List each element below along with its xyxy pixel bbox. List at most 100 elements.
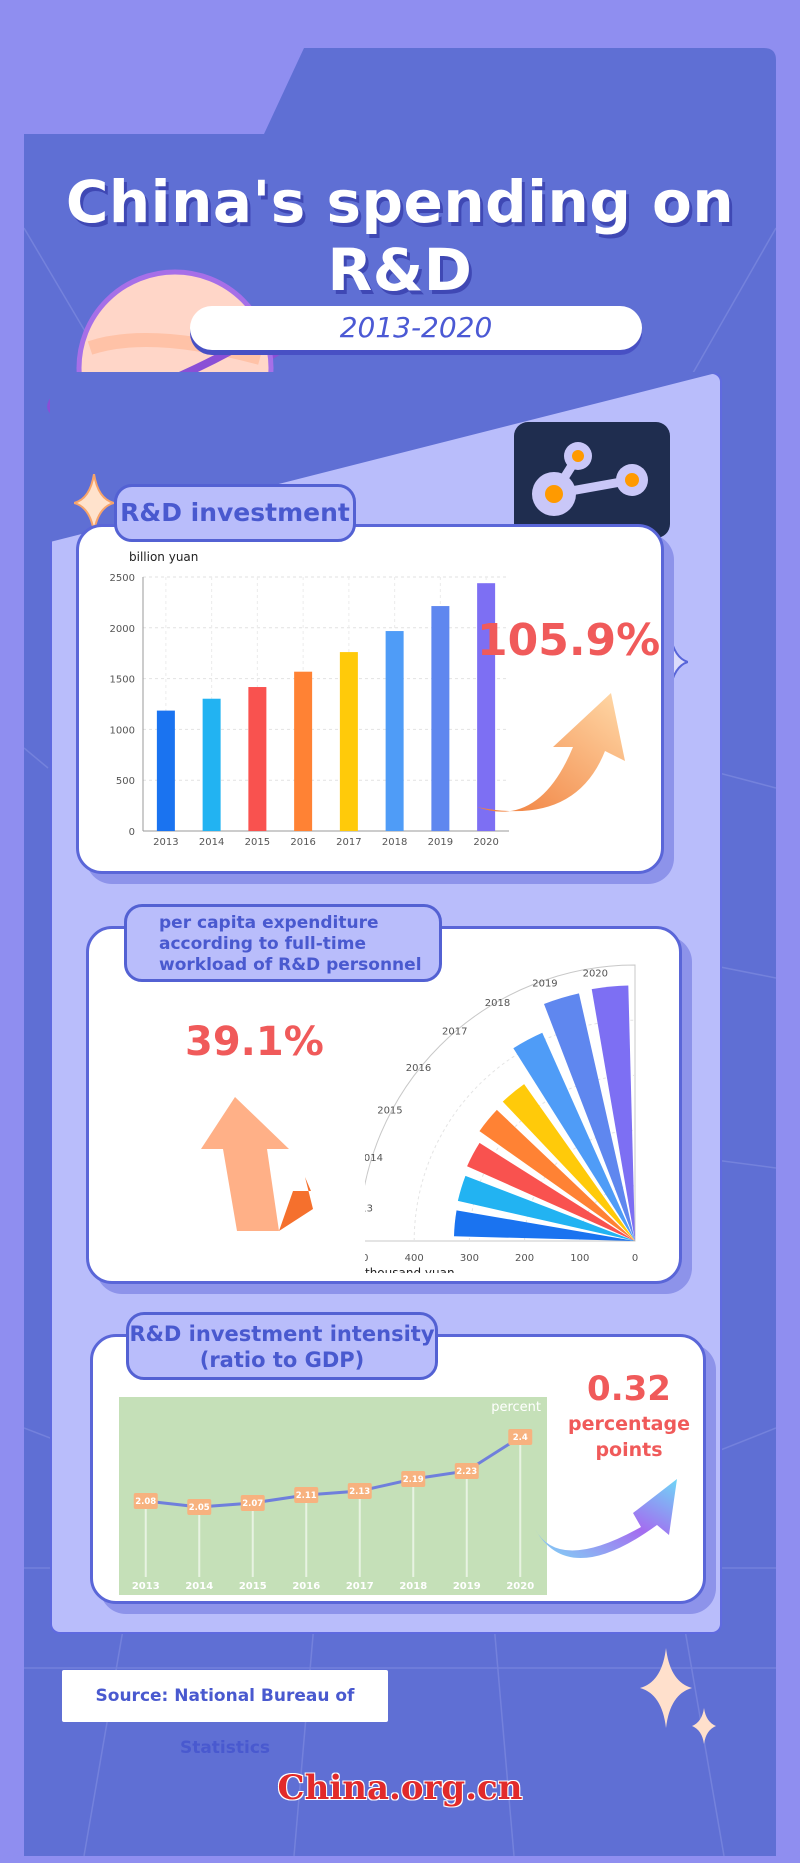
x-tick-label: 200 bbox=[515, 1253, 534, 1264]
category-label: 2014 bbox=[365, 1153, 383, 1164]
category-label: 2015 bbox=[377, 1105, 402, 1116]
data-label: 2.19 bbox=[403, 1475, 424, 1485]
x-tick-label: 2015 bbox=[245, 837, 270, 848]
gridline bbox=[468, 1074, 636, 1242]
intensity-label: R&D investment intensity (ratio to GDP) bbox=[126, 1312, 438, 1380]
x-tick-label: 2016 bbox=[290, 837, 315, 848]
chart-background bbox=[119, 1397, 547, 1595]
category-label: 2020 bbox=[583, 968, 608, 979]
bar bbox=[431, 606, 450, 831]
years-range: 2013-2020 bbox=[190, 306, 642, 350]
bar bbox=[202, 698, 221, 831]
bar bbox=[477, 583, 496, 831]
point-marker bbox=[133, 1493, 158, 1509]
x-tick-label: 2016 bbox=[292, 1581, 320, 1592]
intensity-growth-unit-line: points bbox=[595, 1439, 663, 1461]
per-capita-label-line: per capita expenditure bbox=[159, 913, 379, 933]
per-capita-label: per capita expenditure according to full… bbox=[124, 904, 442, 982]
radial-bar bbox=[513, 1032, 635, 1241]
per-capita-label-line: workload of R&D personnel bbox=[159, 955, 422, 975]
point-marker bbox=[401, 1471, 426, 1487]
site-logo: China.org.cn bbox=[277, 1768, 523, 1808]
investment-growth: 105.9% bbox=[477, 615, 661, 666]
bar bbox=[339, 652, 358, 831]
x-axis-label: thousand yuan bbox=[365, 1266, 455, 1273]
category-label: 2019 bbox=[532, 978, 557, 989]
data-label: 2.13 bbox=[349, 1487, 370, 1497]
radial-bar bbox=[591, 985, 635, 1241]
investment-card: billion yuan 0 500 1000 1500 2000 2500 2013 2014… bbox=[76, 524, 664, 874]
intensity-growth-unit-line: percentage bbox=[568, 1413, 690, 1435]
sparkle-icon bbox=[74, 474, 114, 532]
category-label: 2016 bbox=[406, 1063, 431, 1074]
data-label: 2.07 bbox=[242, 1499, 263, 1509]
radial-bar bbox=[502, 1084, 635, 1241]
x-tick-label: 2018 bbox=[399, 1581, 427, 1592]
y-tick-label: 0 bbox=[129, 827, 135, 838]
category-label: 2018 bbox=[485, 998, 510, 1009]
data-label: 2.05 bbox=[189, 1503, 210, 1513]
per-capita-growth: 39.1% bbox=[185, 1019, 324, 1065]
gridline bbox=[579, 1185, 636, 1242]
x-tick-label: 2018 bbox=[382, 837, 407, 848]
point-marker bbox=[508, 1429, 533, 1445]
point-marker bbox=[240, 1495, 265, 1511]
per-capita-label-line: according to full-time bbox=[159, 934, 367, 954]
point-marker bbox=[454, 1463, 479, 1479]
intensity-line-chart: percent 2.08 2013 2.05 2014 2.07 2015 2.11 2016 2… bbox=[119, 1397, 547, 1595]
x-tick-label: 2020 bbox=[506, 1581, 534, 1592]
category-label: 2013 bbox=[365, 1203, 373, 1214]
data-label: 2.08 bbox=[135, 1497, 156, 1507]
category-label: 2017 bbox=[442, 1026, 467, 1037]
point-marker bbox=[187, 1499, 212, 1515]
x-tick-label: 2013 bbox=[153, 837, 178, 848]
source-note: Source: National Bureau of Statistics bbox=[62, 1670, 388, 1758]
bar bbox=[385, 631, 404, 831]
investment-label: R&D investment bbox=[114, 484, 356, 542]
intensity-growth-unit: percentage points bbox=[555, 1411, 703, 1463]
data-label: 2.4 bbox=[513, 1433, 528, 1443]
page-title: China's spending on R&D bbox=[65, 168, 735, 304]
x-tick-label: 2015 bbox=[239, 1581, 267, 1592]
y-tick-label: 1000 bbox=[110, 725, 135, 736]
x-tick-label: 2017 bbox=[346, 1581, 374, 1592]
data-label: 2.23 bbox=[456, 1467, 477, 1477]
radial-bar bbox=[454, 1210, 635, 1241]
up-arrow-icon bbox=[477, 693, 625, 812]
radial-bar bbox=[479, 1109, 635, 1241]
x-tick-label: 2013 bbox=[132, 1581, 160, 1592]
x-tick-label: 400 bbox=[405, 1253, 424, 1264]
per-capita-radial-chart: 2013 2014 2015 2016 2017 2018 2019 2020 500 400 30… bbox=[365, 964, 638, 1273]
x-tick-label: 100 bbox=[570, 1253, 589, 1264]
y-tick-label: 2000 bbox=[110, 624, 135, 635]
y-tick-label: 2500 bbox=[110, 573, 135, 584]
investment-bar-chart: billion yuan 0 500 1000 1500 2000 2500 2013 2014… bbox=[110, 550, 509, 848]
data-label: 2.11 bbox=[296, 1491, 317, 1501]
intensity-label-line: R&D investment intensity bbox=[129, 1322, 435, 1346]
point-marker bbox=[347, 1483, 372, 1499]
per-capita-card: 39.1% 2013 2014 2015 2016 2017 2018 2019 2020 50… bbox=[86, 926, 682, 1284]
y-tick-label: 1500 bbox=[110, 675, 135, 686]
x-tick-label: 500 bbox=[365, 1253, 369, 1264]
y-axis-label: percent bbox=[491, 1400, 541, 1415]
sparkle-icon bbox=[640, 1648, 716, 1744]
intensity-label-line: (ratio to GDP) bbox=[199, 1348, 365, 1372]
x-tick-label: 2019 bbox=[453, 1581, 481, 1592]
x-tick-label: 300 bbox=[460, 1253, 479, 1264]
x-tick-label: 2020 bbox=[473, 837, 498, 848]
radial-bar bbox=[467, 1142, 635, 1241]
x-tick-label: 2017 bbox=[336, 837, 361, 848]
y-tick-label: 500 bbox=[116, 776, 135, 787]
x-tick-label: 2019 bbox=[428, 837, 453, 848]
y-axis-label: billion yuan bbox=[129, 550, 198, 564]
bar bbox=[294, 671, 313, 831]
x-tick-label: 2014 bbox=[185, 1581, 213, 1592]
up-arrow-icon bbox=[535, 1479, 677, 1559]
radial-bar bbox=[544, 993, 635, 1241]
x-tick-label: 2014 bbox=[199, 837, 224, 848]
up-arrow-icon bbox=[201, 1097, 313, 1231]
bar bbox=[248, 687, 267, 831]
x-tick-label: 0 bbox=[632, 1253, 638, 1264]
intensity-growth: 0.32 bbox=[587, 1369, 671, 1409]
bar bbox=[156, 710, 175, 831]
